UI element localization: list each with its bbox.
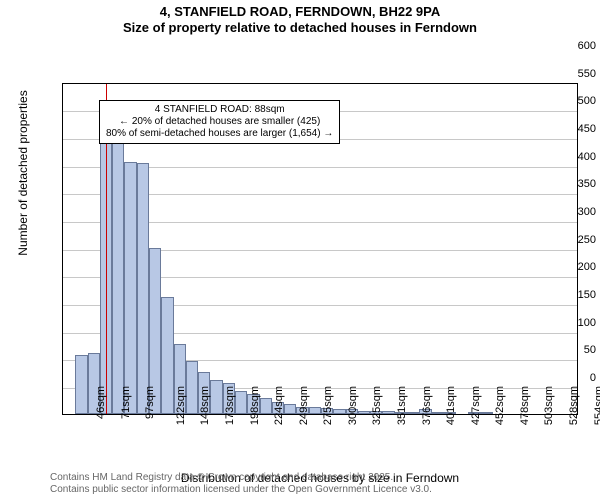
annotation-line: 4 STANFIELD ROAD: 88sqm [106,104,333,116]
x-tick-label: 46sqm [95,386,107,419]
x-tick-label: 71sqm [120,386,132,419]
histogram-bar [75,355,87,413]
x-tick-label: 401sqm [445,386,457,425]
footer-line-1: Contains HM Land Registry data © Crown c… [50,472,432,484]
x-tick-label: 452sqm [494,386,506,425]
annotation-box: 4 STANFIELD ROAD: 88sqm← 20% of detached… [99,100,340,144]
y-tick-label: 0 [540,372,596,384]
y-tick-label: 100 [540,317,596,329]
y-tick-label: 600 [540,40,596,52]
plot-area: 4 STANFIELD ROAD: 88sqm← 20% of detached… [62,83,578,415]
x-tick-label: 478sqm [519,386,531,425]
y-axis-label: Number of detached properties [16,7,30,339]
y-tick-label: 400 [540,151,596,163]
histogram-bar [407,412,419,414]
x-tick-label: 224sqm [273,386,285,425]
y-tick-label: 300 [540,206,596,218]
y-tick-label: 450 [540,123,596,135]
x-tick-label: 173sqm [224,386,236,425]
y-tick-label: 50 [540,344,596,356]
y-tick-label: 550 [540,68,596,80]
footer-line-2: Contains public sector information licen… [50,484,432,496]
x-tick-label: 325sqm [372,386,384,425]
x-tick-label: 427sqm [470,386,482,425]
x-tick-label: 122sqm [175,386,187,425]
histogram-bar [284,404,296,414]
histogram-bar [235,391,247,413]
x-tick-label: 528sqm [568,386,580,425]
x-tick-label: 198sqm [249,386,261,425]
title-line-1: 4, STANFIELD ROAD, FERNDOWN, BH22 9PA [0,4,600,20]
chart-container: 4, STANFIELD ROAD, FERNDOWN, BH22 9PA Si… [0,0,600,500]
y-tick-label: 200 [540,261,596,273]
x-tick-label: 249sqm [298,386,310,425]
y-tick-label: 250 [540,234,596,246]
footer-attribution: Contains HM Land Registry data © Crown c… [50,472,432,496]
histogram-bar [481,412,493,414]
histogram-bar [137,163,149,414]
annotation-line: 80% of semi-detached houses are larger (… [106,128,333,140]
x-tick-label: 148sqm [200,386,212,425]
histogram-bar [210,380,222,413]
x-tick-label: 554sqm [593,386,600,425]
histogram-bar [161,297,173,413]
histogram-bar [358,411,370,414]
histogram-bar [186,361,198,414]
x-tick-label: 275sqm [322,386,334,425]
histogram-bar [309,407,321,414]
histogram-bar [112,143,124,413]
histogram-bar [124,162,136,414]
y-tick-label: 350 [540,178,596,190]
x-tick-label: 351sqm [396,386,408,425]
x-tick-label: 376sqm [421,386,433,425]
title-line-2: Size of property relative to detached ho… [0,20,600,36]
histogram-bar [382,411,394,414]
histogram-bar [432,412,444,414]
x-tick-label: 300sqm [347,386,359,425]
histogram-bar [260,398,272,413]
annotation-line: ← 20% of detached houses are smaller (42… [106,116,333,128]
y-tick-label: 150 [540,289,596,301]
x-tick-label: 503sqm [544,386,556,425]
histogram-bar [333,409,345,413]
y-tick-label: 500 [540,95,596,107]
x-tick-label: 97sqm [144,386,156,419]
chart-title: 4, STANFIELD ROAD, FERNDOWN, BH22 9PA Si… [0,0,600,37]
